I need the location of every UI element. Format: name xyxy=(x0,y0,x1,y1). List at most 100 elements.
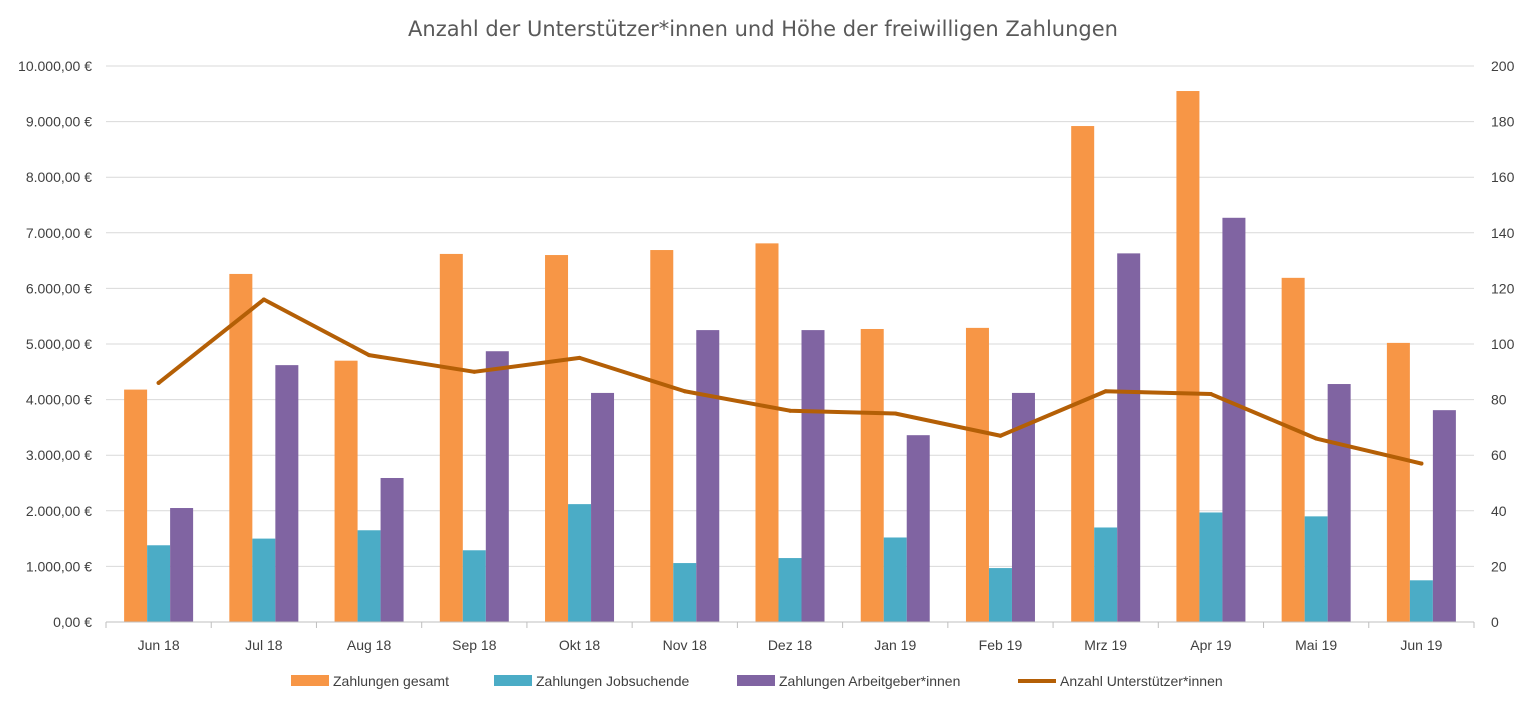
x-tick-label: Apr 19 xyxy=(1190,637,1231,653)
x-tick-label: Jun 19 xyxy=(1400,637,1442,653)
y-right-tick-label: 160 xyxy=(1491,169,1515,185)
y-left-tick-label: 9.000,00 € xyxy=(26,114,92,130)
legend-swatch xyxy=(291,675,329,686)
x-tick-label: Okt 18 xyxy=(559,637,600,653)
line-point xyxy=(682,389,687,394)
bar-zahlungen-jobsuchende xyxy=(988,568,1012,622)
legend: Zahlungen gesamt Zahlungen Jobsuchende Zah… xyxy=(291,673,1223,689)
legend-swatch xyxy=(494,675,532,686)
line-point xyxy=(1103,389,1108,394)
y-left-tick-label: 7.000,00 € xyxy=(26,225,92,241)
y-right-tick-label: 20 xyxy=(1491,558,1507,574)
bar-zahlungen-gesamt xyxy=(1386,342,1410,622)
bar-zahlungen-arbeitgeber-innen xyxy=(801,330,825,622)
y-right-tick-label: 200 xyxy=(1491,58,1515,74)
y-right-tick-label: 120 xyxy=(1491,280,1515,296)
bar-zahlungen-gesamt xyxy=(860,328,884,622)
y-right-tick-label: 60 xyxy=(1491,447,1507,463)
bar-zahlungen-gesamt xyxy=(124,389,148,622)
y-left-tick-label: 0,00 € xyxy=(53,614,92,630)
bar-zahlungen-gesamt xyxy=(1071,126,1095,622)
bar-zahlungen-jobsuchende xyxy=(1409,580,1433,622)
bar-zahlungen-arbeitgeber-innen xyxy=(906,435,930,622)
x-tick-label: Feb 19 xyxy=(979,637,1023,653)
bar-zahlungen-jobsuchende xyxy=(357,530,381,622)
line-point xyxy=(261,297,266,302)
bar-zahlungen-gesamt xyxy=(755,243,779,622)
bar-zahlungen-arbeitgeber-innen xyxy=(1327,384,1351,622)
bar-zahlungen-gesamt xyxy=(229,273,253,622)
bar-zahlungen-jobsuchende xyxy=(1304,516,1328,622)
gridlines xyxy=(106,65,1474,567)
y-right-tick-label: 40 xyxy=(1491,503,1507,519)
bar-zahlungen-gesamt xyxy=(545,255,569,623)
line-point xyxy=(1419,461,1424,466)
legend-label: Zahlungen Arbeitgeber*innen xyxy=(779,673,960,689)
y-right-tick-label: 140 xyxy=(1491,225,1515,241)
bar-zahlungen-jobsuchende xyxy=(462,550,486,622)
x-tick-label: Jan 19 xyxy=(874,637,916,653)
line-point xyxy=(577,355,582,360)
x-tick-label: Jun 18 xyxy=(138,637,180,653)
bar-zahlungen-arbeitgeber-innen xyxy=(696,330,720,622)
y-right-tick-label: 0 xyxy=(1491,614,1499,630)
bar-zahlungen-jobsuchende xyxy=(1199,512,1223,622)
bar-zahlungen-jobsuchende xyxy=(778,558,802,622)
x-tick-label: Nov 18 xyxy=(663,637,708,653)
bar-zahlungen-jobsuchende xyxy=(568,504,592,622)
bar-zahlungen-arbeitgeber-innen xyxy=(1011,392,1035,622)
bar-zahlungen-gesamt xyxy=(650,250,674,622)
bar-zahlungen-gesamt xyxy=(1281,277,1305,622)
bar-zahlungen-arbeitgeber-innen xyxy=(275,365,299,622)
bar-zahlungen-arbeitgeber-innen xyxy=(591,392,615,622)
bar-zahlungen-jobsuchende xyxy=(673,563,697,622)
bars-group xyxy=(124,91,1456,623)
line-point xyxy=(1314,436,1319,441)
line-series-group xyxy=(156,297,1424,466)
line-point xyxy=(156,380,161,385)
bar-zahlungen-arbeitgeber-innen xyxy=(1432,410,1456,622)
y-left-tick-label: 8.000,00 € xyxy=(26,169,92,185)
bar-zahlungen-jobsuchende xyxy=(147,545,171,622)
legend-label: Anzahl Unterstützer*innen xyxy=(1060,673,1223,689)
bar-zahlungen-gesamt xyxy=(439,253,463,623)
legend-label: Zahlungen gesamt xyxy=(333,673,449,689)
bar-zahlungen-arbeitgeber-innen xyxy=(170,508,194,622)
chart-title: Anzahl der Unterstützer*innen und Höhe d… xyxy=(408,17,1118,41)
x-tick-label: Sep 18 xyxy=(452,637,497,653)
bar-zahlungen-gesamt xyxy=(334,360,358,622)
x-tick-label: Mai 19 xyxy=(1295,637,1337,653)
y-left-tick-label: 6.000,00 € xyxy=(26,280,92,296)
line-point xyxy=(893,411,898,416)
y-right-tick-label: 180 xyxy=(1491,114,1515,130)
line-point xyxy=(1208,392,1213,397)
x-tick-label: Aug 18 xyxy=(347,637,392,653)
line-point xyxy=(367,353,372,358)
y-left-tick-label: 2.000,00 € xyxy=(26,503,92,519)
bar-zahlungen-arbeitgeber-innen xyxy=(485,351,509,622)
y-left-tick-label: 5.000,00 € xyxy=(26,336,92,352)
bar-zahlungen-arbeitgeber-innen xyxy=(1117,253,1141,622)
bar-zahlungen-jobsuchende xyxy=(252,538,276,622)
y-left-tick-label: 10.000,00 € xyxy=(18,58,92,74)
y-left-tick-label: 1.000,00 € xyxy=(26,558,92,574)
x-tick-label: Mrz 19 xyxy=(1084,637,1127,653)
y-right-tick-label: 100 xyxy=(1491,336,1515,352)
y-left-tick-label: 3.000,00 € xyxy=(26,447,92,463)
bar-zahlungen-arbeitgeber-innen xyxy=(380,477,404,622)
bar-zahlungen-gesamt xyxy=(965,327,989,622)
y-right-tick-label: 80 xyxy=(1491,392,1507,408)
axes-group: 0,00 € 0 1.000,00 € 20 2.000,00 € 40 3.000,00 … xyxy=(18,58,1515,653)
line-point xyxy=(472,369,477,374)
bar-zahlungen-jobsuchende xyxy=(883,537,907,622)
legend-swatch xyxy=(737,675,775,686)
y-left-tick-label: 4.000,00 € xyxy=(26,392,92,408)
line-point xyxy=(788,408,792,413)
bar-zahlungen-jobsuchende xyxy=(1094,527,1118,622)
line-point xyxy=(998,433,1003,438)
bar-zahlungen-gesamt xyxy=(1176,91,1200,622)
x-tick-label: Dez 18 xyxy=(768,637,813,653)
bar-zahlungen-arbeitgeber-innen xyxy=(1222,217,1246,622)
